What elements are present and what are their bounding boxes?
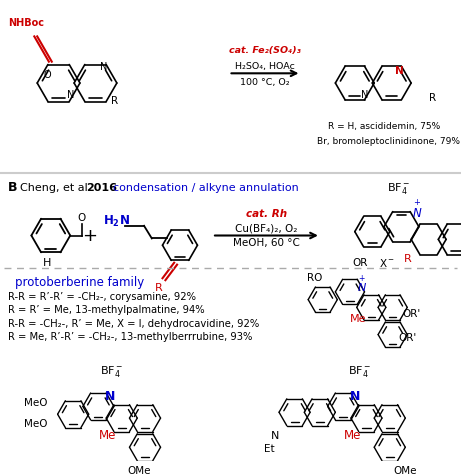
- Text: N: N: [105, 390, 115, 403]
- Text: Me: Me: [344, 429, 362, 442]
- Text: Cheng, et al.: Cheng, et al.: [20, 183, 95, 193]
- Text: cat. Fe₂(SO₄)₃: cat. Fe₂(SO₄)₃: [228, 46, 301, 55]
- Text: cat. Rh: cat. Rh: [246, 209, 287, 219]
- Text: R = Me, R’-R’ = -CH₂-, 13-methylberrrubine, 93%: R = Me, R’-R’ = -CH₂-, 13-methylberrrubi…: [8, 332, 253, 343]
- Text: R: R: [155, 283, 163, 293]
- Text: R-R = -CH₂-, R’ = Me, X = I, dehydrocavidine, 92%: R-R = -CH₂-, R’ = Me, X = I, dehydrocavi…: [8, 319, 259, 329]
- Text: OR: OR: [352, 258, 367, 268]
- Text: $\overset{+}{N}$: $\overset{+}{N}$: [412, 200, 422, 221]
- Text: OMe: OMe: [128, 465, 151, 474]
- Text: R-R = R’-R’ = -CH₂-, corysamine, 92%: R-R = R’-R’ = -CH₂-, corysamine, 92%: [8, 292, 196, 301]
- Text: O: O: [43, 70, 51, 80]
- Text: RO: RO: [307, 273, 323, 283]
- Text: N: N: [361, 90, 368, 100]
- Text: N: N: [271, 430, 279, 440]
- Text: MeO: MeO: [25, 419, 48, 429]
- Text: N: N: [100, 63, 107, 73]
- Text: $\mathbf{H_2N}$: $\mathbf{H_2N}$: [103, 214, 130, 229]
- Text: O: O: [78, 213, 86, 223]
- Text: Br, bromoleptoclinidinone, 79%: Br, bromoleptoclinidinone, 79%: [317, 137, 460, 146]
- Text: X$^-$: X$^-$: [379, 257, 395, 269]
- Text: R: R: [429, 92, 436, 102]
- Text: OR': OR': [402, 309, 420, 319]
- Text: +: +: [82, 227, 97, 245]
- Text: N: N: [350, 390, 360, 403]
- Text: OMe: OMe: [393, 465, 417, 474]
- Text: NHBoc: NHBoc: [9, 18, 45, 28]
- Text: Cu(BF₄)₂, O₂: Cu(BF₄)₂, O₂: [235, 224, 298, 234]
- Text: R: R: [404, 254, 412, 264]
- Text: N: N: [395, 66, 404, 76]
- Text: condensation / alkyne annulation: condensation / alkyne annulation: [113, 183, 299, 193]
- Text: R = H, ascididemin, 75%: R = H, ascididemin, 75%: [328, 122, 440, 131]
- Text: BF$_4^-$: BF$_4^-$: [100, 364, 124, 379]
- Text: MeOH, 60 °C: MeOH, 60 °C: [233, 238, 300, 248]
- Text: 100 °C, O₂: 100 °C, O₂: [240, 78, 289, 87]
- Text: Et: Et: [264, 444, 274, 454]
- Text: MeO: MeO: [25, 398, 48, 408]
- Text: protoberberine family: protoberberine family: [15, 275, 145, 289]
- Text: Me: Me: [349, 314, 366, 324]
- Text: R = R’ = Me, 13-methylpalmatine, 94%: R = R’ = Me, 13-methylpalmatine, 94%: [8, 305, 205, 315]
- Text: OR': OR': [399, 333, 417, 344]
- Text: H₂SO₄, HOAc: H₂SO₄, HOAc: [235, 62, 294, 71]
- Text: BF$_4^-$: BF$_4^-$: [348, 364, 371, 379]
- Text: $\overset{+}{N}$: $\overset{+}{N}$: [356, 273, 366, 295]
- Text: R: R: [111, 95, 118, 106]
- Text: B: B: [8, 182, 18, 194]
- Text: 2016: 2016: [86, 183, 117, 193]
- Text: H: H: [43, 258, 51, 268]
- Text: Me: Me: [99, 429, 116, 442]
- Text: N: N: [66, 90, 74, 100]
- Text: BF$_4^-$: BF$_4^-$: [387, 182, 410, 196]
